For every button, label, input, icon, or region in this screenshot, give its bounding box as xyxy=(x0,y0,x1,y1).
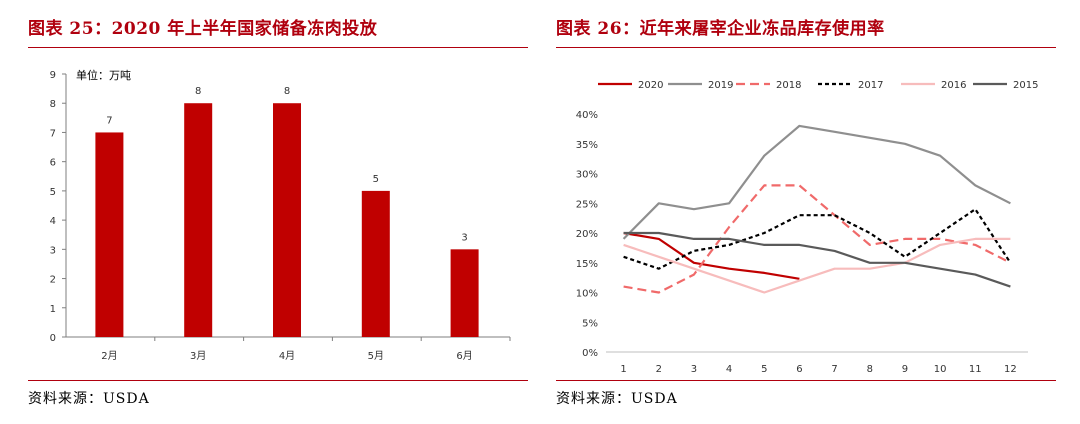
bar xyxy=(450,249,479,337)
title-rule xyxy=(556,47,1056,48)
legend-label: 2019 xyxy=(708,80,733,91)
line-chart-source: 资料来源：USDA xyxy=(556,391,678,407)
bar xyxy=(95,132,124,337)
legend-label: 2015 xyxy=(1013,80,1038,91)
y-tick-label: 6 xyxy=(50,158,56,169)
legend-label: 2016 xyxy=(941,80,966,91)
x-tick-label: 3 xyxy=(691,364,697,375)
y-tick-label: 5 xyxy=(50,187,56,198)
line-chart: 0%5%10%15%20%25%30%35%40%1 2 3 4 5 6 7 8 9 10 11 12… xyxy=(576,80,1039,375)
y-tick-label: 15% xyxy=(576,259,598,270)
bar xyxy=(273,103,301,337)
series-line-2015 xyxy=(623,231,1011,288)
data-label: 3 xyxy=(461,232,467,243)
y-tick-label: 3 xyxy=(50,245,56,256)
x-tick-label: 3月 xyxy=(190,350,206,362)
line-chart-panel: 图表 26：近年来屠宰企业冻品库存使用率 0% 5% 10% 15% 20% 25% 30%… xyxy=(556,0,1056,424)
x-tick-label: 4 xyxy=(726,364,732,375)
source-rule xyxy=(28,380,528,381)
y-tick-label: 9 xyxy=(50,70,56,81)
y-tick-label: 4 xyxy=(50,216,56,227)
y-tick-label: 5% xyxy=(582,318,598,329)
data-label: 5 xyxy=(373,174,379,185)
bar-chart-source: 资料来源：USDA xyxy=(28,391,150,407)
y-tick-label: 2 xyxy=(50,275,56,286)
legend-label: 2017 xyxy=(858,80,883,91)
data-label: 7 xyxy=(106,115,112,126)
y-tick-label: 10% xyxy=(576,289,598,300)
y-tick-label: 35% xyxy=(576,140,598,151)
series-line-2017 xyxy=(623,208,1012,270)
series-line-2016 xyxy=(623,237,1011,294)
x-tick-label: 5月 xyxy=(368,350,384,362)
x-tick-label: 6月 xyxy=(456,350,472,362)
x-tick-label: 7 xyxy=(831,364,837,375)
y-tick-label: 1 xyxy=(50,304,56,315)
y-tick-label: 20% xyxy=(576,229,598,240)
source-rule xyxy=(556,380,1056,381)
data-label: 8 xyxy=(195,86,201,97)
y-tick-label: 7 xyxy=(50,128,56,139)
bar xyxy=(184,103,213,337)
data-label: 8 xyxy=(284,86,290,97)
x-tick-label: 2 xyxy=(656,364,662,375)
series-line-2018 xyxy=(623,184,1011,294)
bar-chart-title: 图表 25：2020 年上半年国家储备冻肉投放 xyxy=(28,19,378,39)
legend-label: 2020 xyxy=(638,80,663,91)
x-tick-label: 2月 xyxy=(101,350,117,362)
legend-label: 2018 xyxy=(776,80,801,91)
x-tick-label: 8 xyxy=(867,364,873,375)
x-tick-label: 5 xyxy=(761,364,767,375)
y-tick-label: 0 xyxy=(50,333,56,344)
unit-label: 单位：万吨 xyxy=(76,68,131,82)
x-tick-label: 11 xyxy=(969,364,982,375)
series-line-2019 xyxy=(622,124,1011,240)
x-tick-label: 9 xyxy=(902,364,908,375)
x-tick-label: 4月 xyxy=(279,350,295,362)
y-tick-label: 8 xyxy=(50,99,56,110)
bar-chart-panel: 图表 25：2020 年上半年国家储备冻肉投放 单位：万吨 0 1 2 3 4 5 6 7 8 9… xyxy=(28,0,528,424)
y-tick-label: 0% xyxy=(582,348,598,359)
y-tick-label: 30% xyxy=(576,170,598,181)
y-tick-label: 40% xyxy=(576,110,598,121)
y-tick-label: 25% xyxy=(576,199,598,210)
bar-chart: 单位：万吨 0 1 2 3 4 5 6 7 8 9 7 2月 8 3月 8 4月 5 5月 3 6月 xyxy=(50,68,511,362)
title-rule xyxy=(28,47,528,48)
line-chart-title: 图表 26：近年来屠宰企业冻品库存使用率 xyxy=(556,19,885,39)
series-line-2020 xyxy=(623,231,800,280)
x-tick-label: 6 xyxy=(796,364,802,375)
x-tick-label: 12 xyxy=(1004,364,1017,375)
x-tick-label: 10 xyxy=(934,364,947,375)
bar xyxy=(361,190,390,337)
x-tick-label: 1 xyxy=(620,364,626,375)
